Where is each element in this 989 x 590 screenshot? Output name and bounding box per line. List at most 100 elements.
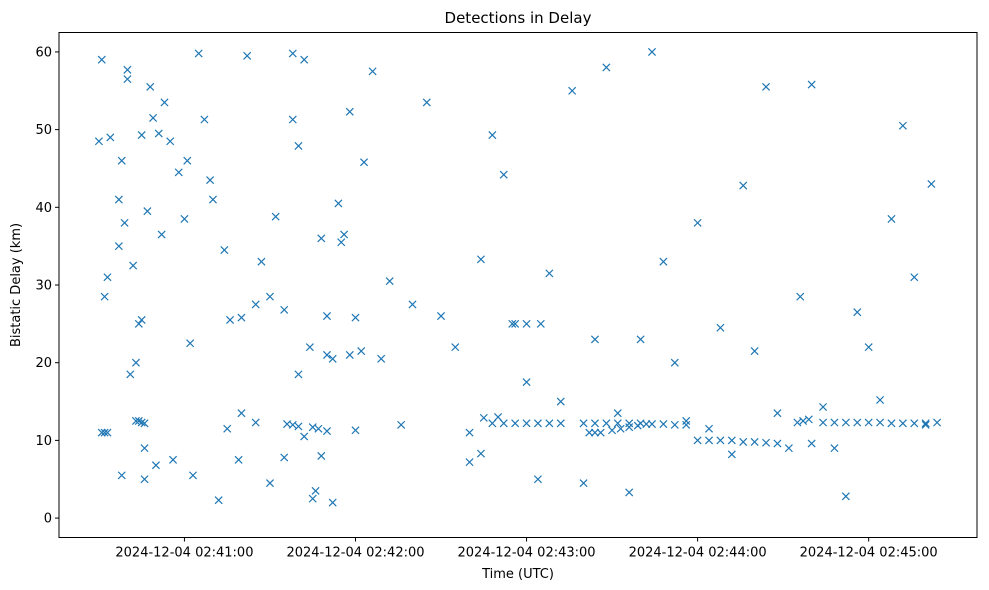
y-tick-label: 30	[35, 279, 52, 294]
data-point	[174, 168, 183, 177]
data-point	[151, 461, 160, 470]
data-point	[265, 479, 274, 488]
data-point	[288, 49, 297, 58]
y-tick-label: 40	[35, 201, 52, 216]
data-point	[642, 420, 651, 429]
data-point	[140, 419, 149, 428]
data-point	[864, 418, 873, 427]
data-point	[288, 420, 297, 429]
data-point	[103, 273, 112, 282]
x-tick-label: 2024-12-04 02:42:00	[286, 546, 424, 561]
data-point	[257, 257, 266, 266]
data-point	[533, 419, 542, 428]
data-point	[568, 86, 577, 95]
data-point	[750, 347, 759, 356]
data-point	[234, 455, 243, 464]
data-point	[143, 207, 152, 216]
data-point	[921, 420, 930, 429]
data-point	[183, 156, 192, 165]
data-point	[422, 98, 431, 107]
x-tick-label: 2024-12-04 02:43:00	[458, 546, 596, 561]
data-point	[120, 218, 129, 227]
data-point	[511, 419, 520, 428]
data-point	[819, 418, 828, 427]
data-point	[762, 82, 771, 91]
data-point	[716, 436, 725, 445]
data-point	[508, 319, 517, 328]
data-point	[280, 305, 289, 314]
data-point	[647, 47, 657, 56]
data-point	[579, 419, 588, 428]
data-point	[345, 107, 354, 116]
data-point	[265, 292, 274, 301]
data-point	[479, 413, 488, 422]
data-point	[841, 492, 850, 501]
data-point	[126, 370, 135, 379]
data-point	[186, 339, 195, 348]
chart-title: Detections in Delay	[445, 9, 592, 27]
data-point	[300, 432, 309, 441]
data-point	[237, 409, 246, 418]
data-point	[898, 419, 907, 428]
data-point	[659, 257, 668, 266]
data-point	[613, 409, 622, 418]
data-point	[100, 428, 109, 437]
data-point	[545, 269, 554, 278]
data-point	[437, 312, 446, 321]
data-point	[682, 416, 691, 425]
data-point	[345, 350, 354, 359]
data-point	[94, 137, 103, 146]
data-point	[704, 424, 714, 433]
data-point	[476, 449, 485, 458]
x-tick-label: 2024-12-04 02:45:00	[800, 546, 938, 561]
data-point	[773, 409, 782, 418]
data-point	[511, 319, 520, 328]
data-point	[807, 439, 816, 448]
data-point	[494, 413, 503, 422]
data-point	[499, 170, 508, 179]
data-point	[300, 55, 309, 64]
data-point	[140, 444, 149, 453]
data-point	[408, 300, 417, 309]
plot-area-frame	[58, 32, 978, 538]
data-point	[670, 420, 679, 429]
data-point	[397, 420, 406, 429]
data-point	[533, 475, 542, 484]
data-point	[322, 312, 332, 321]
data-point	[377, 354, 386, 363]
data-point	[784, 444, 793, 453]
data-point	[556, 397, 565, 406]
data-point	[123, 75, 132, 84]
x-axis-label: Time (UTC)	[481, 567, 554, 582]
data-point	[97, 55, 106, 64]
data-point	[682, 420, 691, 429]
y-tick-label: 20	[35, 356, 52, 371]
data-point	[750, 437, 759, 446]
data-point	[625, 488, 634, 497]
data-point	[727, 436, 736, 445]
data-point	[220, 246, 229, 255]
data-points	[94, 47, 942, 507]
y-tick-label: 0	[44, 512, 52, 527]
data-point	[314, 424, 323, 433]
data-point	[536, 319, 545, 328]
data-point	[146, 82, 155, 91]
data-point	[796, 292, 805, 301]
data-point	[351, 426, 360, 435]
data-point	[804, 415, 813, 424]
data-point	[465, 458, 474, 467]
data-point	[160, 98, 169, 107]
data-point	[773, 439, 782, 448]
data-point	[921, 419, 930, 428]
data-point	[596, 428, 605, 437]
data-point	[180, 214, 189, 223]
data-point	[625, 419, 634, 428]
data-point	[739, 181, 748, 190]
data-point	[129, 261, 138, 270]
data-point	[114, 242, 123, 251]
data-point	[237, 313, 246, 322]
data-point	[590, 428, 599, 437]
data-point	[308, 494, 317, 503]
data-point	[157, 230, 166, 239]
data-point	[522, 378, 531, 387]
